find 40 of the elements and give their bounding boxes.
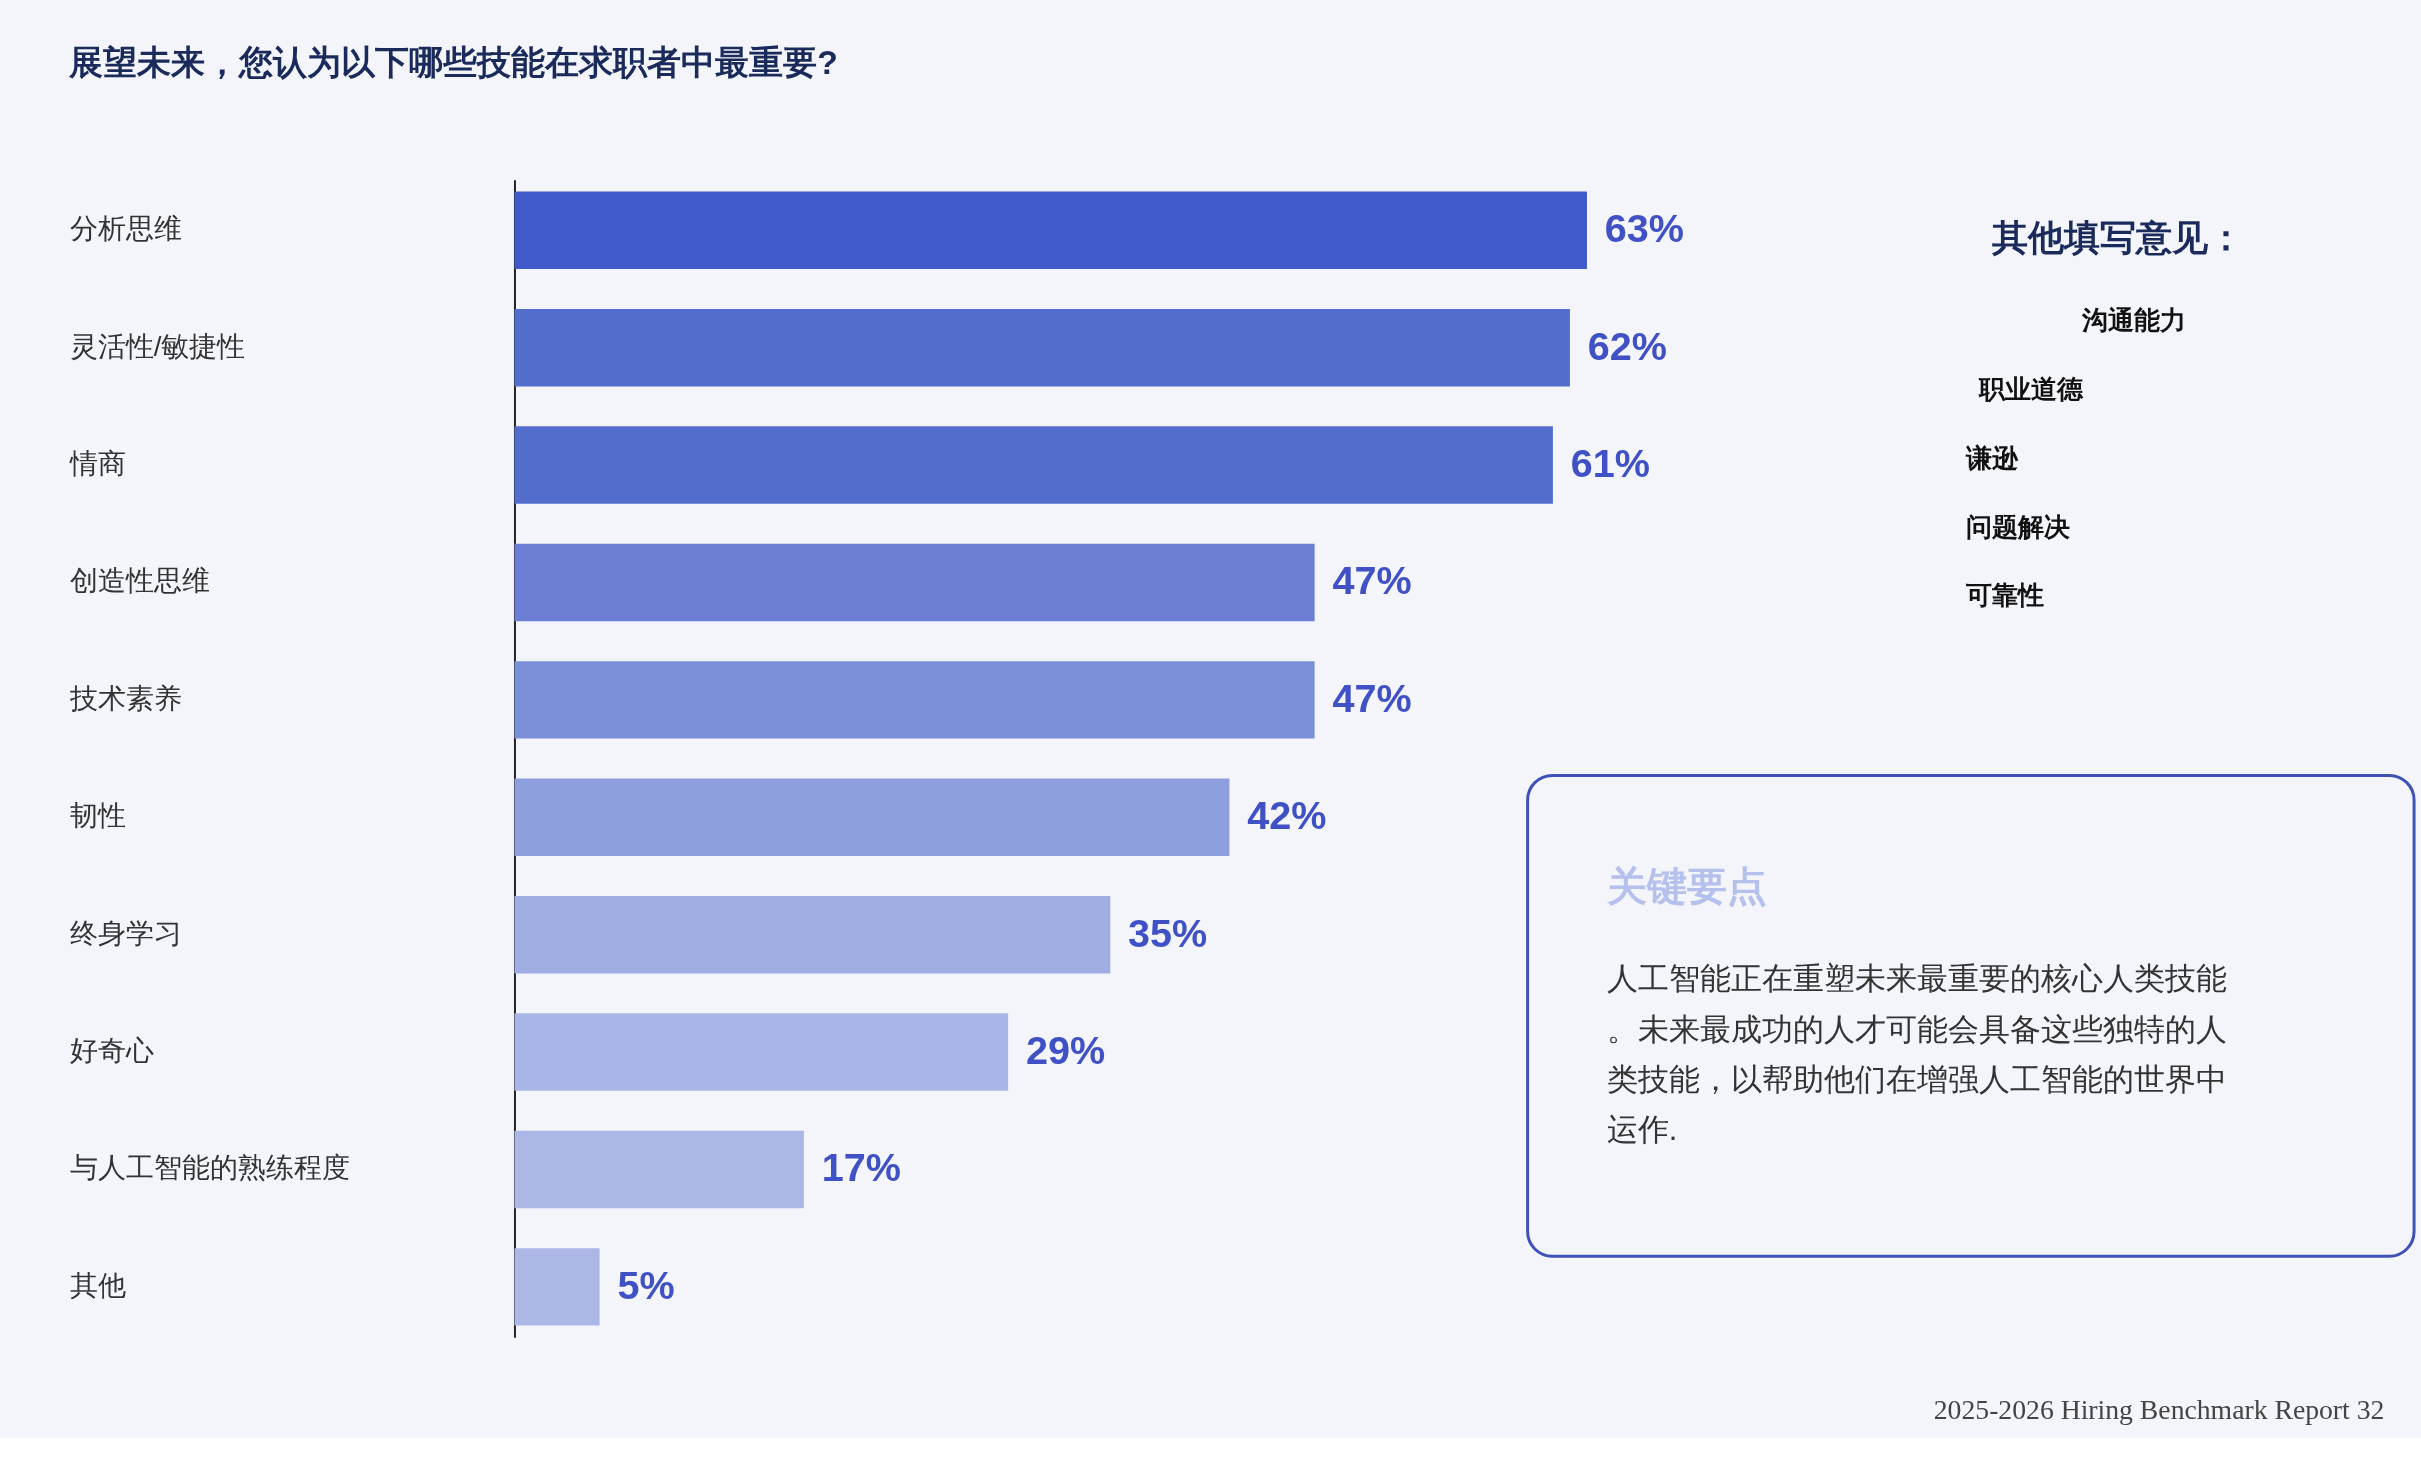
y-tick-label: 分析思维	[69, 213, 182, 245]
bar	[514, 1013, 1009, 1091]
y-tick-label: 韧性	[69, 800, 126, 832]
text: 沟通能力	[2081, 306, 2187, 335]
data-label: 42%	[1247, 793, 1327, 838]
y-tick-label: 其他	[69, 1269, 126, 1301]
bar	[514, 1248, 600, 1326]
y-tick-label: 创造性思维	[69, 565, 210, 597]
data-label: 5%	[617, 1262, 675, 1307]
y-tick-label: 技术素养	[68, 682, 182, 714]
text: 其他填写意见：	[1991, 218, 2245, 259]
bar	[514, 308, 1570, 387]
y-tick-label: 灵活性/敏捷性	[69, 330, 246, 362]
data-label: 35%	[1128, 910, 1208, 955]
bar	[514, 1130, 804, 1209]
text: 谦逊	[1964, 443, 2019, 472]
text: 2025-2026 Hiring Benchmark Report 32	[1933, 1394, 2385, 1426]
bar	[514, 895, 1111, 974]
data-label: 17%	[821, 1145, 901, 1190]
text: 关键要点	[1605, 864, 1767, 909]
data-label: 29%	[1025, 1027, 1106, 1072]
y-tick-label: 情商	[68, 447, 126, 479]
chart-title: 展望未来，您认为以下哪些技能在求职者中最重要?	[68, 43, 838, 81]
text: 职业道德	[1977, 375, 2084, 404]
bar	[514, 778, 1230, 857]
text: 可靠性	[1964, 581, 2044, 610]
text: 问题解决	[1965, 512, 2070, 541]
y-tick-label: 与人工智能的熟练程度	[69, 1152, 350, 1184]
bar	[514, 543, 1315, 622]
bar	[514, 426, 1553, 504]
y-tick-label: 好奇心	[69, 1034, 154, 1066]
text: 人工智能正在重塑未来最重要的核心人类技能。未来最成功的人才可能会具备这些独特的人类技能，以帮助他们在增强人工智能的世界中运作.	[1606, 961, 2227, 1147]
data-label: 63%	[1604, 206, 1684, 251]
bar	[514, 661, 1315, 739]
data-label: 61%	[1570, 440, 1650, 485]
data-label: 47%	[1332, 558, 1412, 603]
data-label: 62%	[1587, 323, 1667, 368]
y-tick-label: 终身学习	[69, 917, 182, 949]
data-label: 47%	[1332, 675, 1412, 720]
bar	[514, 191, 1587, 270]
